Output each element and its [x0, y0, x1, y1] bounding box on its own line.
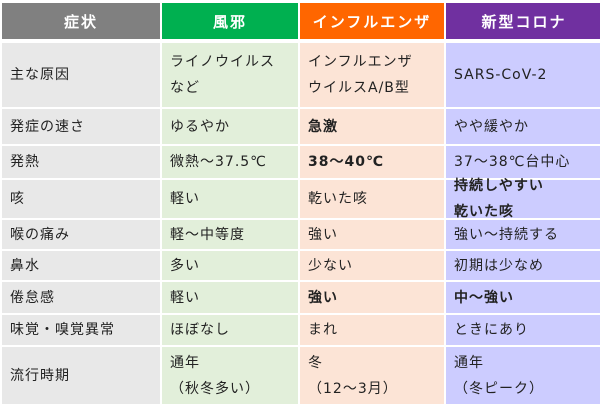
table-cell-covid: 37〜38℃台中心 — [446, 146, 600, 178]
header-covid: 新型コロナ — [446, 3, 600, 39]
row-label: 倦怠感 — [2, 282, 160, 313]
header-cold: 風邪 — [162, 3, 298, 39]
table-cell-flu: 強い — [300, 282, 444, 313]
row-label: 発症の速さ — [2, 109, 160, 144]
table-cell-cold: 微熱〜37.5℃ — [162, 146, 298, 178]
table-cell-cold: 多い — [162, 251, 298, 280]
table-cell-flu: 強い — [300, 220, 444, 249]
table-cell-cold: 通年 （秋冬多い） — [162, 347, 298, 404]
table-cell-cold: ほぼなし — [162, 315, 298, 345]
row-label: 喉の痛み — [2, 220, 160, 249]
symptom-comparison-table: 症状 風邪 インフルエンザ 新型コロナ 主な原因 ライノウイルス など インフルエン… — [2, 3, 600, 404]
table-cell-flu: 急激 — [300, 109, 444, 144]
table-cell-flu: インフルエンザ ウイルスA/B型 — [300, 43, 444, 107]
row-label: 鼻水 — [2, 251, 160, 280]
table-cell-cold: 軽〜中等度 — [162, 220, 298, 249]
row-label: 主な原因 — [2, 43, 160, 107]
table-cell-cold: 軽い — [162, 282, 298, 313]
header-symptom: 症状 — [2, 3, 160, 39]
table-cell-cold: 軽い — [162, 180, 298, 218]
table-cell-flu: 乾いた咳 — [300, 180, 444, 218]
row-label: 味覚・嗅覚異常 — [2, 315, 160, 345]
table-cell-covid: ときにあり — [446, 315, 600, 345]
table-cell-covid: 強い〜持続する — [446, 220, 600, 249]
table-cell-flu: 38〜40℃ — [300, 146, 444, 178]
table-cell-covid: SARS-CoV-2 — [446, 43, 600, 107]
header-flu: インフルエンザ — [300, 3, 444, 39]
table-cell-flu: 冬 （12〜3月） — [300, 347, 444, 404]
table-cell-covid: 通年 （冬ピーク） — [446, 347, 600, 404]
table-cell-flu: まれ — [300, 315, 444, 345]
table-cell-cold: ライノウイルス など — [162, 43, 298, 107]
table-cell-covid: 初期は少なめ — [446, 251, 600, 280]
row-label: 流行時期 — [2, 347, 160, 404]
table-cell-covid: やや緩やか — [446, 109, 600, 144]
table-cell-covid: 持続しやすい 乾いた咳 — [446, 178, 600, 220]
table-cell-flu: 少ない — [300, 251, 444, 280]
table-cell-cold: ゆるやか — [162, 109, 298, 144]
row-label: 発熱 — [2, 146, 160, 178]
row-label: 咳 — [2, 180, 160, 218]
table-cell-covid: 中〜強い — [446, 282, 600, 313]
